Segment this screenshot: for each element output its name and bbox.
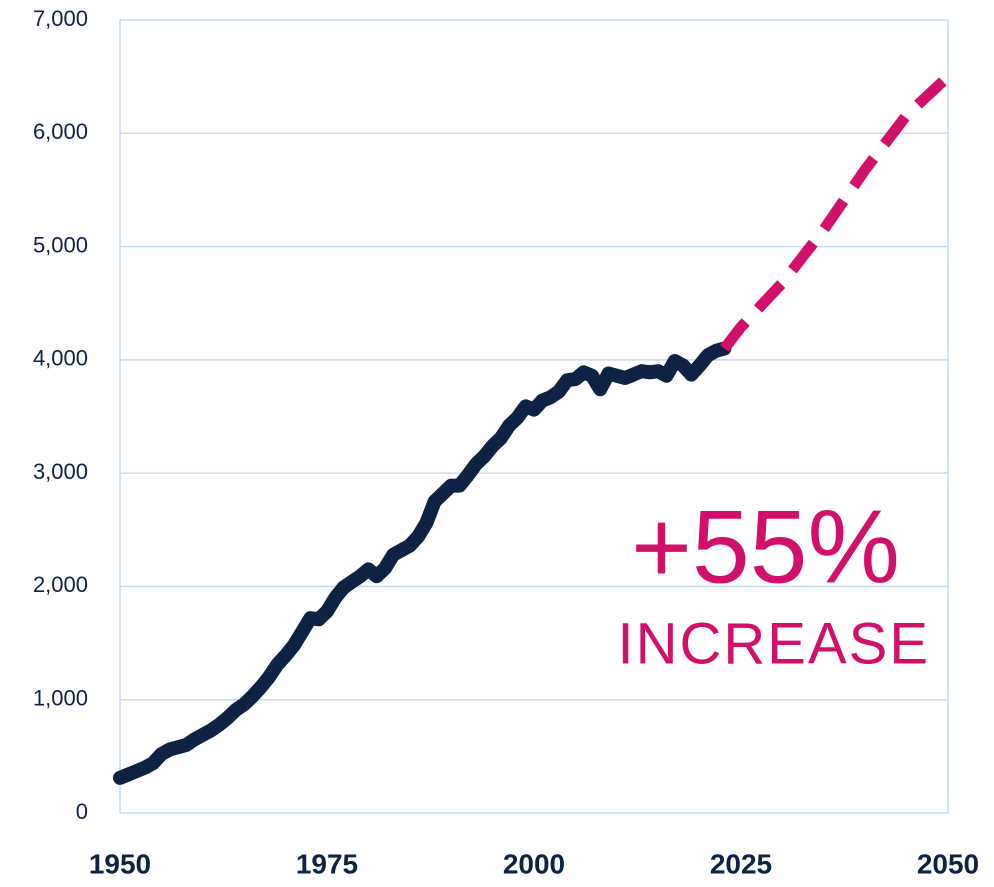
y-tick-label: 5,000 — [33, 232, 88, 257]
y-tick-label: 7,000 — [33, 6, 88, 31]
x-tick-label: 2050 — [917, 848, 979, 879]
series-line — [720, 72, 952, 352]
y-tick-label: 2,000 — [33, 572, 88, 597]
y-tick-label: 6,000 — [33, 119, 88, 144]
x-tick-label: 1950 — [89, 848, 151, 879]
x-tick-label: 1975 — [296, 848, 358, 879]
y-tick-label: 3,000 — [33, 459, 88, 484]
x-tick-label: 2025 — [710, 848, 772, 879]
series-line — [113, 341, 732, 785]
y-tick-label: 1,000 — [33, 686, 88, 711]
annotation-label: INCREASE — [617, 611, 930, 676]
x-tick-label: 2000 — [503, 848, 565, 879]
y-tick-label: 0 — [76, 799, 88, 824]
annotation-percent: +55% — [631, 489, 900, 605]
y-tick-label: 4,000 — [33, 346, 88, 371]
